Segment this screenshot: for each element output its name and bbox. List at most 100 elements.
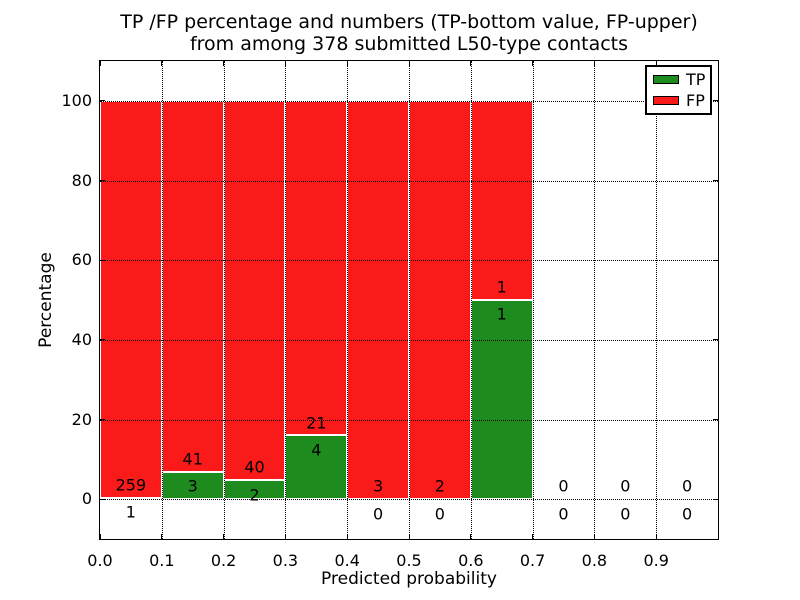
x-tick-label: 0.9 bbox=[643, 551, 669, 570]
x-tick-mark bbox=[717, 534, 719, 539]
grid-line-vertical bbox=[594, 61, 596, 539]
y-tick-mark bbox=[100, 339, 105, 341]
x-tick-mark bbox=[593, 534, 595, 539]
grid-line-horizontal bbox=[100, 260, 718, 262]
fp-count-label: 0 bbox=[620, 476, 631, 496]
bar-tp bbox=[470, 300, 533, 500]
x-tick-mark bbox=[223, 61, 225, 66]
x-tick-label: 0.8 bbox=[581, 551, 608, 570]
grid-line-vertical bbox=[223, 61, 225, 539]
fp-count-label: 40 bbox=[244, 457, 265, 477]
x-tick-mark bbox=[284, 61, 286, 66]
chart-title-line2: from among 378 submitted L50-type contac… bbox=[189, 33, 629, 55]
tp-count-label: 4 bbox=[311, 440, 322, 460]
grid-line-vertical bbox=[347, 61, 349, 539]
chart-title-line1: TP /FP percentage and numbers (TP-bottom… bbox=[120, 11, 698, 33]
tp-count-label: 1 bbox=[125, 502, 136, 522]
x-tick-mark bbox=[99, 534, 101, 539]
legend-label-tp: TP bbox=[686, 69, 706, 89]
y-tick-label: 100 bbox=[61, 90, 92, 110]
y-tick-label: 20 bbox=[71, 409, 92, 429]
tp-count-label: 0 bbox=[373, 504, 384, 523]
x-tick-label: 0.3 bbox=[272, 551, 299, 570]
fp-count-label: 41 bbox=[182, 449, 203, 469]
y-tick-mark bbox=[100, 259, 105, 261]
bar-tp bbox=[100, 497, 162, 500]
plot-area bbox=[99, 60, 719, 540]
grid-line-vertical bbox=[470, 61, 472, 539]
x-tick-mark bbox=[470, 534, 472, 539]
legend-label-fp: FP bbox=[686, 90, 705, 110]
bar-fp bbox=[100, 100, 162, 498]
x-tick-mark bbox=[470, 61, 472, 66]
fp-count-label: 0 bbox=[558, 476, 569, 496]
fp-count-label: 259 bbox=[115, 475, 147, 495]
x-tick-label: 0.5 bbox=[396, 551, 422, 570]
y-tick-label: 60 bbox=[71, 250, 92, 270]
y-tick-mark bbox=[713, 259, 718, 261]
grid-line-horizontal bbox=[100, 419, 718, 421]
y-tick-mark bbox=[713, 100, 718, 102]
bar-fp bbox=[470, 100, 533, 300]
tp-count-label: 3 bbox=[187, 476, 198, 496]
chart-title: TP /FP percentage and numbers (TP-bottom… bbox=[99, 11, 719, 55]
x-tick-label: 0.6 bbox=[458, 551, 484, 570]
x-tick-mark bbox=[717, 61, 719, 66]
grid-line-horizontal bbox=[100, 339, 718, 341]
y-tick-mark bbox=[100, 180, 105, 181]
fp-count-label: 0 bbox=[682, 476, 693, 496]
tp-count-label: 1 bbox=[496, 304, 507, 324]
grid-line-horizontal bbox=[100, 499, 718, 501]
tp-count-label: 2 bbox=[249, 485, 260, 505]
y-tick-label: 0 bbox=[81, 489, 92, 509]
grid-line-vertical bbox=[409, 61, 410, 539]
y-tick-label: 80 bbox=[71, 170, 92, 190]
grid-line-horizontal bbox=[100, 100, 718, 102]
y-tick-mark bbox=[713, 180, 718, 181]
grid-line-horizontal bbox=[100, 180, 718, 182]
y-tick-mark bbox=[713, 419, 718, 420]
x-tick-mark bbox=[284, 534, 286, 539]
x-tick-mark bbox=[655, 61, 657, 66]
x-tick-mark bbox=[99, 61, 101, 66]
x-tick-label: 0.2 bbox=[210, 551, 237, 570]
x-tick-label: 0.4 bbox=[334, 551, 360, 570]
x-tick-mark bbox=[223, 534, 225, 539]
bar-fp bbox=[347, 100, 409, 500]
x-axis-label: Predicted probability bbox=[321, 569, 497, 589]
grid-line-vertical bbox=[161, 61, 163, 539]
x-tick-mark bbox=[532, 534, 534, 539]
grid-line-vertical bbox=[532, 61, 534, 539]
bar-fp bbox=[409, 100, 471, 500]
x-tick-mark bbox=[655, 534, 657, 539]
y-tick-mark bbox=[100, 498, 105, 500]
x-tick-label: 0.0 bbox=[87, 551, 113, 570]
y-tick-mark bbox=[713, 498, 718, 500]
bar-fp bbox=[285, 100, 348, 436]
y-tick-mark bbox=[100, 419, 105, 420]
fp-count-label: 2 bbox=[434, 476, 445, 496]
grid-line-vertical bbox=[285, 61, 287, 539]
bar-tp bbox=[285, 435, 348, 500]
y-tick-label: 40 bbox=[71, 329, 92, 349]
tp-count-label: 0 bbox=[682, 504, 693, 523]
x-tick-mark bbox=[161, 534, 163, 539]
x-tick-mark bbox=[532, 61, 534, 66]
x-tick-mark bbox=[593, 61, 595, 66]
x-tick-mark bbox=[346, 61, 348, 66]
bar-fp bbox=[223, 100, 286, 481]
x-tick-mark bbox=[161, 61, 163, 66]
grid-line-vertical bbox=[656, 61, 658, 539]
fp-color-swatch bbox=[653, 96, 679, 105]
fp-count-label: 3 bbox=[373, 476, 384, 496]
bar-fp bbox=[161, 100, 224, 472]
x-tick-mark bbox=[408, 534, 410, 539]
tp-count-label: 0 bbox=[434, 504, 445, 523]
legend-item-fp: FP bbox=[653, 90, 710, 110]
tp-count-label: 0 bbox=[620, 504, 631, 523]
fp-count-label: 21 bbox=[306, 413, 327, 433]
x-tick-mark bbox=[408, 61, 410, 66]
legend-item-tp: TP bbox=[653, 69, 710, 89]
y-tick-mark bbox=[100, 100, 105, 102]
